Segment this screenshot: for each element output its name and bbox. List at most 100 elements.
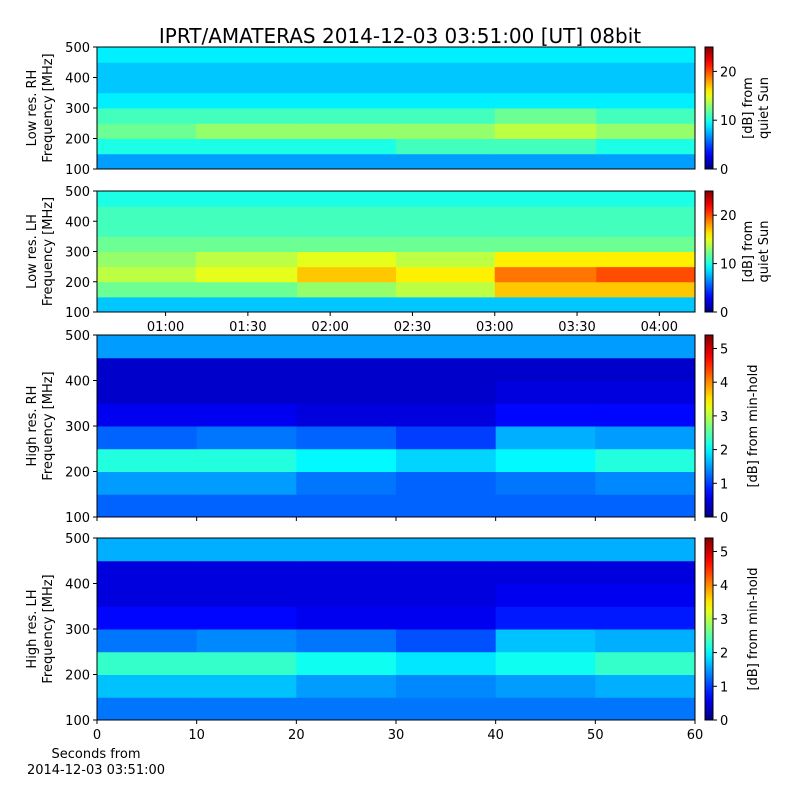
heatmap-cell bbox=[196, 335, 297, 359]
y-tick-label: 200 bbox=[65, 133, 90, 148]
heatmap-cell bbox=[297, 206, 397, 222]
heatmap-cell bbox=[195, 236, 298, 252]
y-tick-label: 300 bbox=[65, 420, 90, 435]
heatmap-cell bbox=[595, 606, 696, 630]
heatmap-cell bbox=[596, 266, 696, 283]
heatmap-cell bbox=[396, 206, 496, 222]
heatmap-cell bbox=[495, 426, 596, 450]
heatmap-cell bbox=[396, 560, 497, 584]
heatmap-cell bbox=[196, 380, 297, 404]
heatmap-cell bbox=[494, 191, 597, 207]
heatmap-cell bbox=[596, 108, 696, 124]
heatmap-cell bbox=[495, 583, 596, 607]
heatmap-cell bbox=[97, 281, 197, 298]
heatmap-cell bbox=[296, 629, 397, 653]
heatmap-cell bbox=[297, 77, 397, 94]
heatmap-cell bbox=[494, 221, 597, 237]
heatmap-cell bbox=[595, 651, 696, 675]
heatmap-cell bbox=[97, 583, 198, 607]
y-tick-label: 500 bbox=[65, 185, 90, 200]
colorbar-label: [dB] from bbox=[741, 221, 756, 283]
heatmap-cell bbox=[296, 357, 397, 381]
heatmap-cell bbox=[296, 335, 397, 359]
heatmap-cell bbox=[296, 606, 397, 630]
heatmap-cell bbox=[196, 674, 297, 698]
heatmap-cell bbox=[495, 629, 596, 653]
heatmap-cell bbox=[97, 606, 198, 630]
heatmap-cell bbox=[494, 123, 597, 139]
x-tick-label: 50 bbox=[587, 728, 604, 743]
heatmap-cell bbox=[97, 77, 197, 94]
heatmap-cell bbox=[97, 47, 197, 63]
heatmap-cell bbox=[97, 426, 198, 450]
heatmap-cell bbox=[396, 357, 497, 381]
y-tick-label: 500 bbox=[65, 329, 90, 344]
y-tick-label: 400 bbox=[65, 578, 90, 593]
heatmap-cell bbox=[97, 221, 197, 237]
heatmap-cell bbox=[97, 697, 198, 721]
heatmap-cell bbox=[195, 251, 298, 268]
y-tick-label: 200 bbox=[65, 276, 90, 291]
y-axis-label: High res. LH bbox=[25, 589, 40, 668]
heatmap-cell bbox=[97, 266, 197, 283]
heatmap-cell bbox=[396, 281, 496, 298]
heatmap-cell bbox=[195, 191, 298, 207]
heatmap-cell bbox=[195, 138, 298, 155]
colorbar bbox=[704, 537, 714, 721]
heatmap-cell bbox=[297, 153, 397, 170]
colorbar-tick-label: 0 bbox=[720, 511, 728, 526]
heatmap-cell bbox=[196, 357, 297, 381]
heatmap-cell bbox=[595, 629, 696, 653]
heatmap-cell bbox=[297, 266, 397, 283]
heatmap-cell bbox=[396, 138, 496, 155]
heatmap-cell bbox=[595, 380, 696, 404]
heatmap-cell bbox=[596, 77, 696, 94]
x-axis-label: 2014-12-03 03:51:00 bbox=[27, 763, 165, 778]
y-tick-label: 300 bbox=[65, 246, 90, 261]
heatmap-cell bbox=[296, 651, 397, 675]
heatmap-cell bbox=[396, 191, 496, 207]
colorbar-label: quiet Sun bbox=[757, 220, 772, 282]
x-axis-label: Seconds from bbox=[51, 747, 140, 762]
heatmap-cell bbox=[494, 77, 597, 94]
y-tick-label: 500 bbox=[65, 532, 90, 547]
heatmap-cell bbox=[494, 92, 597, 109]
heatmap-cell bbox=[494, 236, 597, 252]
heatmap-cell bbox=[97, 560, 198, 584]
heatmap-cell bbox=[97, 380, 198, 404]
heatmap-cell bbox=[97, 108, 197, 124]
heatmap-cell bbox=[195, 77, 298, 94]
heatmap-cell bbox=[97, 296, 197, 313]
heatmap-cell bbox=[595, 697, 696, 721]
colorbar-tick-label: 0 bbox=[720, 163, 728, 178]
heatmap-cell bbox=[396, 335, 497, 359]
heatmap-cell bbox=[596, 236, 696, 252]
heatmap-cell bbox=[494, 266, 597, 283]
heatmap-cell bbox=[396, 606, 497, 630]
x-tick-label: 01:30 bbox=[229, 320, 266, 335]
colorbar-label: [dB] from min-hold bbox=[746, 567, 761, 690]
heatmap-cell bbox=[396, 251, 496, 268]
x-tick-label: 30 bbox=[388, 728, 405, 743]
heatmap-cell bbox=[297, 47, 397, 63]
heatmap-cell bbox=[195, 62, 298, 78]
heatmap-cell bbox=[396, 62, 496, 78]
y-tick-label: 100 bbox=[65, 511, 90, 526]
x-tick-label: 03:30 bbox=[558, 320, 595, 335]
heatmap-cell bbox=[494, 296, 597, 313]
colorbar-label: quiet Sun bbox=[757, 77, 772, 139]
heatmap-cell bbox=[495, 606, 596, 630]
heatmap-cell bbox=[596, 153, 696, 170]
heatmap-cell bbox=[495, 357, 596, 381]
colorbar bbox=[704, 46, 714, 170]
heatmap-cell bbox=[495, 560, 596, 584]
heatmap-cell bbox=[595, 335, 696, 359]
heatmap-cell bbox=[595, 403, 696, 427]
heatmap-cell bbox=[596, 206, 696, 222]
colorbar-tick-label: 10 bbox=[720, 114, 737, 129]
colorbar-tick-label: 3 bbox=[720, 613, 728, 628]
heatmap-cell bbox=[97, 357, 198, 381]
x-tick-label: 0 bbox=[93, 728, 101, 743]
heatmap-cell bbox=[97, 448, 198, 472]
heatmap-cell bbox=[296, 448, 397, 472]
